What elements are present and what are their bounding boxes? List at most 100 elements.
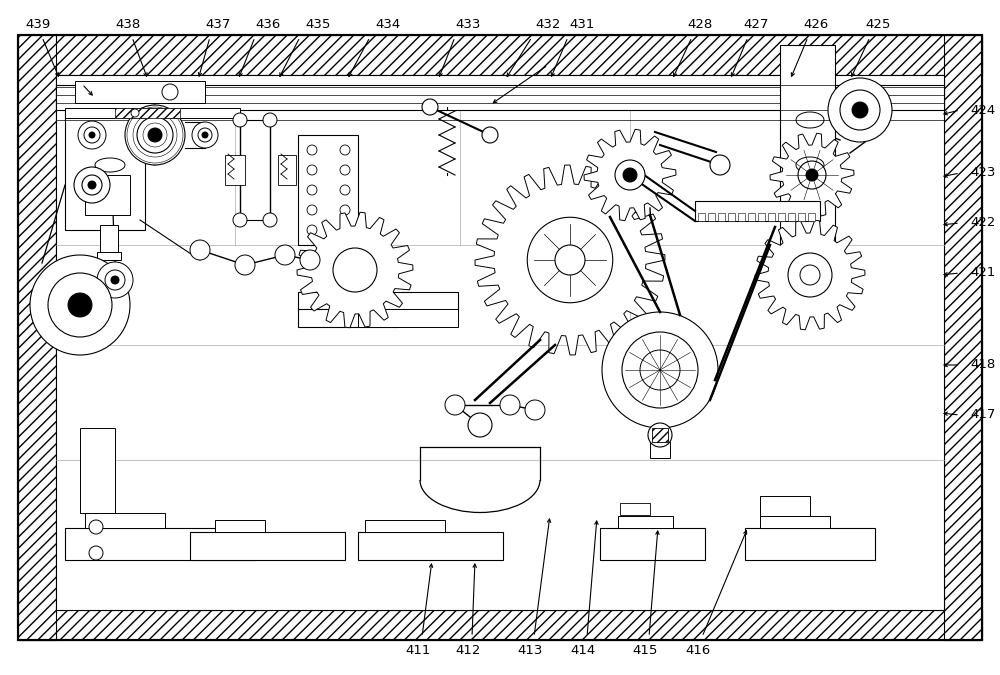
Bar bbox=[18, 35, 982, 640]
Circle shape bbox=[840, 90, 880, 130]
Bar bbox=[760, 516, 830, 528]
Text: 435: 435 bbox=[305, 18, 331, 32]
Circle shape bbox=[798, 161, 826, 189]
Circle shape bbox=[131, 109, 139, 117]
Circle shape bbox=[307, 205, 317, 215]
Polygon shape bbox=[584, 130, 676, 221]
Bar bbox=[85, 513, 165, 528]
Circle shape bbox=[88, 181, 96, 189]
Circle shape bbox=[802, 202, 818, 218]
Bar bbox=[298, 135, 358, 245]
Bar bbox=[618, 516, 673, 528]
Bar bbox=[758, 213, 765, 221]
Bar bbox=[768, 213, 775, 221]
Circle shape bbox=[340, 145, 350, 155]
Bar bbox=[780, 45, 835, 245]
Circle shape bbox=[74, 167, 110, 203]
Circle shape bbox=[710, 155, 730, 175]
Text: 415: 415 bbox=[632, 643, 658, 657]
Polygon shape bbox=[475, 165, 665, 355]
Circle shape bbox=[89, 520, 103, 534]
Text: 421: 421 bbox=[970, 267, 995, 279]
Bar bbox=[748, 213, 755, 221]
Circle shape bbox=[615, 160, 645, 190]
Circle shape bbox=[30, 255, 130, 355]
Circle shape bbox=[48, 273, 112, 337]
Circle shape bbox=[105, 270, 125, 290]
Bar bbox=[18, 610, 982, 640]
Bar bbox=[80, 428, 115, 513]
Text: 423: 423 bbox=[970, 167, 995, 180]
Bar bbox=[760, 496, 810, 516]
Bar bbox=[215, 520, 265, 532]
Text: 437: 437 bbox=[205, 18, 231, 32]
Circle shape bbox=[162, 84, 178, 100]
Text: 433: 433 bbox=[455, 18, 481, 32]
Circle shape bbox=[307, 185, 317, 195]
Bar bbox=[650, 442, 670, 458]
Circle shape bbox=[84, 127, 100, 143]
Circle shape bbox=[340, 165, 350, 175]
Text: 416: 416 bbox=[685, 643, 711, 657]
Bar bbox=[115, 108, 180, 118]
Bar bbox=[808, 213, 815, 221]
Text: 438: 438 bbox=[115, 18, 141, 32]
Bar bbox=[65, 108, 240, 118]
Circle shape bbox=[800, 265, 820, 285]
Circle shape bbox=[468, 413, 492, 437]
Text: 418: 418 bbox=[970, 358, 995, 371]
Circle shape bbox=[300, 250, 320, 270]
Bar bbox=[100, 225, 118, 255]
Circle shape bbox=[137, 117, 173, 153]
Circle shape bbox=[640, 350, 680, 390]
Text: 417: 417 bbox=[970, 408, 995, 421]
Text: 425: 425 bbox=[865, 18, 891, 32]
Circle shape bbox=[788, 253, 832, 297]
Text: 428: 428 bbox=[687, 18, 713, 32]
Bar bbox=[798, 213, 805, 221]
Circle shape bbox=[527, 217, 613, 303]
Circle shape bbox=[82, 175, 102, 195]
Circle shape bbox=[97, 262, 133, 298]
Circle shape bbox=[307, 145, 317, 155]
Circle shape bbox=[307, 165, 317, 175]
Circle shape bbox=[482, 127, 498, 143]
Circle shape bbox=[340, 225, 350, 235]
Circle shape bbox=[340, 205, 350, 215]
Polygon shape bbox=[755, 220, 865, 330]
Circle shape bbox=[68, 293, 92, 317]
Bar bbox=[620, 503, 650, 515]
Circle shape bbox=[445, 395, 465, 415]
Circle shape bbox=[263, 113, 277, 127]
Circle shape bbox=[623, 168, 637, 182]
Circle shape bbox=[852, 102, 868, 118]
Circle shape bbox=[148, 128, 162, 142]
Circle shape bbox=[525, 400, 545, 420]
Circle shape bbox=[111, 276, 119, 284]
Bar bbox=[365, 520, 445, 532]
Text: 426: 426 bbox=[803, 18, 829, 32]
Circle shape bbox=[500, 395, 520, 415]
Circle shape bbox=[233, 113, 247, 127]
Bar bbox=[225, 155, 245, 185]
Circle shape bbox=[806, 169, 818, 181]
Circle shape bbox=[422, 99, 438, 115]
Bar bbox=[85, 175, 130, 215]
Bar bbox=[298, 309, 398, 327]
Circle shape bbox=[622, 332, 698, 408]
Circle shape bbox=[333, 248, 377, 292]
Circle shape bbox=[828, 78, 892, 142]
Bar bbox=[18, 35, 982, 75]
Bar bbox=[298, 292, 458, 310]
Text: 436: 436 bbox=[255, 18, 281, 32]
Bar bbox=[65, 528, 255, 560]
Bar bbox=[728, 213, 735, 221]
Circle shape bbox=[89, 546, 103, 560]
Circle shape bbox=[190, 240, 210, 260]
Text: 427: 427 bbox=[743, 18, 769, 32]
Circle shape bbox=[555, 245, 585, 275]
Bar bbox=[738, 213, 745, 221]
Circle shape bbox=[202, 132, 208, 138]
Bar bbox=[718, 213, 725, 221]
Text: 412: 412 bbox=[455, 643, 481, 657]
